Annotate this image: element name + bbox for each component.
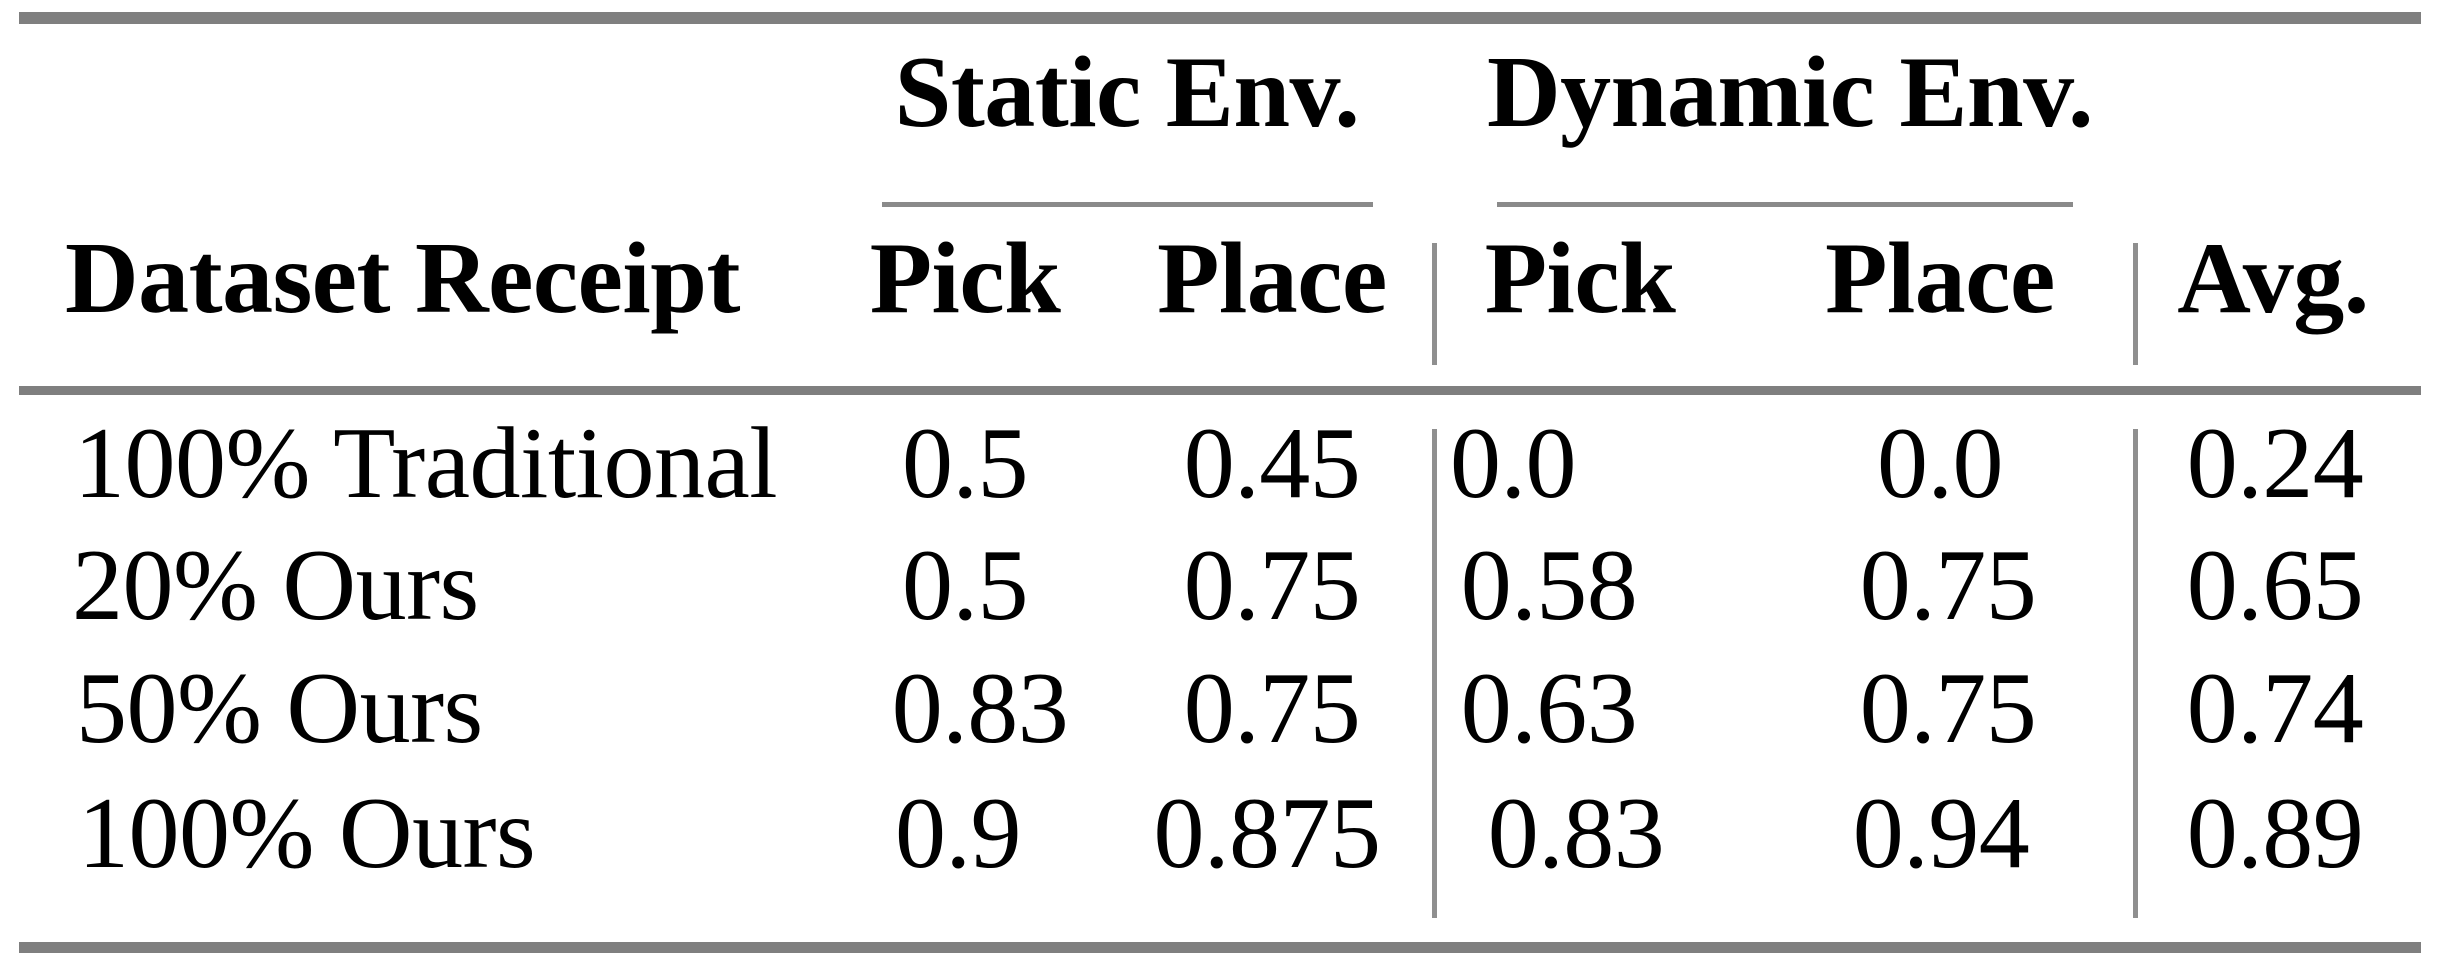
column-header-dynamic-pick: Pick: [1484, 222, 1676, 335]
row-label: 50% Ours: [76, 652, 483, 765]
cell-dynamic-place: 0.0: [1877, 407, 2003, 520]
column-header-dynamic-place: Place: [1825, 222, 2055, 335]
static-env-cmidrule: [882, 202, 1373, 207]
vertical-rule-avg-header: [2133, 243, 2138, 365]
cell-avg: 0.89: [2186, 777, 2364, 890]
cell-avg: 0.65: [2186, 529, 2364, 642]
cell-static-place: 0.45: [1183, 407, 1361, 520]
cell-dynamic-place: 0.94: [1852, 777, 2030, 890]
row-label: 20% Ours: [72, 529, 479, 642]
cell-static-place: 0.75: [1183, 529, 1361, 642]
cell-static-pick: 0.83: [891, 652, 1069, 765]
cell-avg: 0.24: [2186, 407, 2364, 520]
cell-static-place: 0.75: [1183, 652, 1361, 765]
cell-static-pick: 0.5: [902, 529, 1028, 642]
row-label: 100% Ours: [78, 777, 536, 890]
column-header-static-pick: Pick: [869, 222, 1061, 335]
vertical-rule-static-dynamic-body: [1432, 429, 1437, 918]
cell-dynamic-pick: 0.63: [1460, 652, 1638, 765]
cell-static-pick: 0.9: [895, 777, 1021, 890]
cell-dynamic-pick: 0.0: [1450, 407, 1576, 520]
column-group-static-env: Static Env.: [894, 36, 1360, 149]
top-rule: [19, 12, 2421, 24]
row-label: 100% Traditional: [74, 407, 778, 520]
cell-dynamic-pick: 0.83: [1487, 777, 1665, 890]
cell-dynamic-place: 0.75: [1859, 652, 2037, 765]
column-header-dataset-receipt: Dataset Receipt: [65, 222, 740, 335]
column-group-dynamic-env: Dynamic Env.: [1487, 36, 2093, 149]
column-header-static-place: Place: [1157, 222, 1387, 335]
cell-dynamic-place: 0.75: [1859, 529, 2037, 642]
header-midrule: [19, 386, 2421, 395]
cell-avg: 0.74: [2186, 652, 2364, 765]
dynamic-env-cmidrule: [1497, 202, 2073, 207]
bottom-rule: [19, 942, 2421, 953]
vertical-rule-static-dynamic-header: [1432, 243, 1437, 365]
cell-static-pick: 0.5: [902, 407, 1028, 520]
cell-dynamic-pick: 0.58: [1460, 529, 1638, 642]
column-header-avg: Avg.: [2177, 222, 2369, 335]
vertical-rule-avg-body: [2133, 429, 2138, 918]
cell-static-place: 0.875: [1153, 777, 1381, 890]
